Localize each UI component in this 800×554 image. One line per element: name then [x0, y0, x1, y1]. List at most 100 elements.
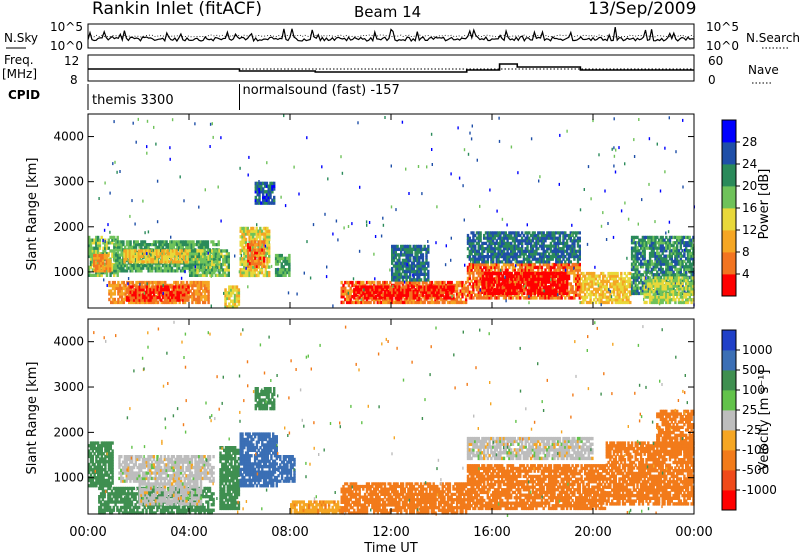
power-cell	[389, 290, 392, 295]
power-cell	[189, 257, 192, 261]
power-cell	[228, 291, 231, 295]
power-cell	[483, 265, 486, 270]
power-cell	[470, 293, 473, 297]
power-cell	[419, 285, 423, 289]
power-cell	[401, 290, 405, 295]
power-cell	[114, 238, 118, 242]
power-cell	[354, 285, 358, 289]
power-cell	[276, 256, 280, 261]
power-cell	[342, 295, 345, 299]
power-cell	[564, 274, 567, 279]
power-cell	[98, 261, 101, 265]
power-cell	[537, 271, 540, 276]
power-cell	[98, 273, 102, 277]
power-cell	[252, 237, 255, 242]
power-cell	[470, 239, 473, 243]
power-cell	[510, 249, 513, 253]
power-cell	[544, 280, 547, 284]
power-cell	[171, 249, 175, 253]
power-cell	[115, 261, 118, 265]
power-cell	[267, 184, 270, 188]
power-cell	[394, 280, 397, 285]
power-cell	[455, 283, 459, 288]
power-cell	[461, 292, 464, 296]
power-cell	[227, 260, 230, 264]
power-cell	[222, 254, 225, 259]
power-cell	[200, 292, 203, 296]
power-cell	[153, 280, 156, 285]
power-cell	[216, 265, 219, 269]
power-cell	[567, 282, 571, 286]
power-cell	[207, 289, 210, 293]
power-cell	[252, 248, 255, 252]
power-cell	[549, 293, 553, 297]
power-cell	[104, 243, 107, 248]
power-cell	[158, 269, 161, 273]
power-cell	[171, 293, 174, 297]
power-cell	[133, 245, 136, 249]
power-cell	[569, 282, 572, 286]
power-cell	[259, 243, 262, 247]
power-cell	[103, 266, 107, 270]
power-cell	[394, 255, 397, 260]
power-cell	[567, 293, 571, 297]
power-cell	[584, 277, 587, 281]
power-cell	[576, 279, 580, 283]
power-cell	[483, 277, 487, 281]
power-cell	[547, 268, 551, 272]
power-cell	[95, 271, 98, 275]
power-cell	[254, 184, 257, 188]
power-cell	[345, 297, 349, 302]
power-cell	[506, 233, 509, 238]
power-cell	[405, 293, 408, 297]
power-cell	[98, 271, 102, 275]
power-cell	[589, 271, 592, 276]
power-cell	[173, 257, 176, 261]
power-cell	[184, 249, 187, 253]
power-cell	[274, 262, 278, 266]
power-cell	[450, 300, 453, 305]
power-cell	[501, 274, 504, 279]
power-cell	[125, 296, 129, 300]
power-cell	[578, 231, 581, 235]
power-cell	[365, 290, 369, 295]
power-cell	[124, 295, 127, 299]
power-cell	[504, 268, 507, 272]
power-cell	[116, 264, 120, 268]
power-cell	[472, 241, 475, 245]
power-cell	[391, 296, 394, 300]
power-cell	[134, 293, 138, 297]
power-cell	[243, 246, 246, 250]
power-cell	[165, 300, 169, 305]
power-cell	[531, 236, 535, 240]
power-cell	[551, 280, 555, 284]
power-cell	[125, 264, 129, 268]
power-cell	[155, 252, 159, 256]
power-cell	[179, 254, 182, 259]
power-cell	[156, 269, 159, 273]
power-cell	[528, 255, 531, 259]
power-cell	[182, 257, 185, 261]
power-cell	[185, 296, 188, 300]
power-cell	[214, 252, 218, 256]
power-cell	[247, 253, 250, 258]
power-cell	[192, 243, 195, 247]
power-cell	[147, 293, 150, 297]
power-cell	[145, 264, 148, 268]
power-cell	[540, 268, 544, 272]
power-cell	[513, 293, 516, 297]
power-cell	[218, 260, 221, 264]
power-cell	[443, 285, 446, 289]
power-cell	[562, 255, 565, 259]
power-cell	[201, 243, 204, 247]
power-cell	[194, 268, 197, 272]
power-cell	[398, 272, 401, 276]
power-cell	[540, 236, 544, 240]
power-cell	[553, 288, 556, 293]
power-cell	[400, 296, 403, 300]
power-cell	[575, 231, 578, 235]
power-cell	[203, 280, 207, 285]
power-cell	[216, 273, 219, 277]
power-cell	[252, 253, 255, 258]
power-cell	[558, 268, 562, 272]
